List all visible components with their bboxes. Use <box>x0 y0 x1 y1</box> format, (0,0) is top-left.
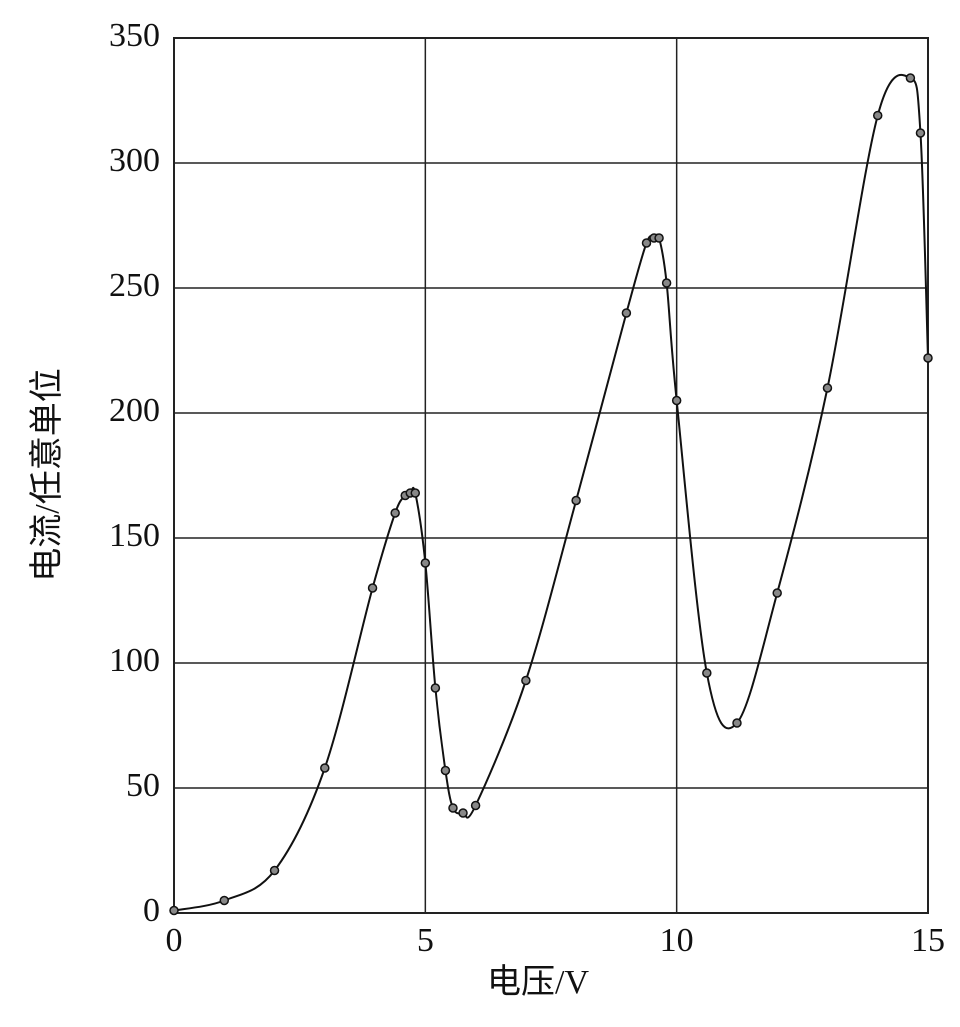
data-point <box>654 233 664 243</box>
x-tick-label: 5 <box>417 922 434 959</box>
x-tick-label: 15 <box>911 922 945 959</box>
y-tick-label: 250 <box>109 267 160 304</box>
data-point <box>169 905 179 916</box>
data-point <box>872 110 883 121</box>
data-point <box>732 718 742 728</box>
plot-frame <box>173 37 929 914</box>
data-point <box>440 765 451 776</box>
data-point <box>390 508 400 518</box>
y-tick-label: 100 <box>109 642 160 679</box>
y-axis-label: 电流/任意单位 <box>28 368 66 581</box>
data-point <box>521 675 531 686</box>
data-point <box>448 803 458 813</box>
data-point <box>671 395 682 406</box>
data-point <box>772 588 782 598</box>
data-point <box>702 668 712 678</box>
y-tick-label: 200 <box>109 392 160 429</box>
data-line <box>173 73 929 912</box>
data-point <box>410 488 421 498</box>
data-point <box>320 763 330 773</box>
data-point <box>661 278 672 288</box>
data-point <box>420 558 431 568</box>
data-point <box>470 800 481 811</box>
data-point <box>621 308 632 318</box>
data-point <box>219 895 230 906</box>
y-tick-label: 350 <box>109 17 160 54</box>
data-point <box>458 808 468 818</box>
y-tick-label: 150 <box>109 517 160 554</box>
y-tick-label: 50 <box>126 767 160 804</box>
y-tick-label: 0 <box>143 892 160 929</box>
x-tick-label: 10 <box>660 922 694 959</box>
data-point <box>923 353 933 363</box>
data-point <box>915 128 926 138</box>
data-point <box>571 495 581 506</box>
data-point <box>905 73 916 83</box>
y-tick-label: 300 <box>109 142 160 179</box>
data-point <box>269 865 280 876</box>
data-point <box>822 383 833 393</box>
x-axis-label: 电压/V <box>487 963 589 1001</box>
data-point <box>367 583 378 593</box>
data-point <box>430 683 441 693</box>
x-tick-label: 0 <box>166 922 183 959</box>
data-point <box>641 238 652 248</box>
